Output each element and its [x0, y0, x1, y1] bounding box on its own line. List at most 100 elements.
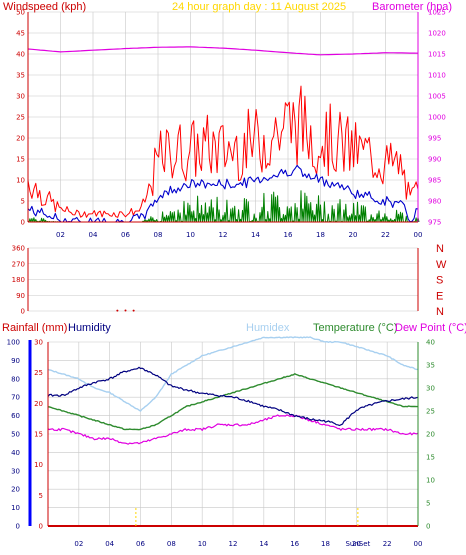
- rain-y-tick: 0: [39, 523, 43, 531]
- wind-y-tick: 50: [16, 9, 25, 17]
- baro-y-tick: 985: [428, 177, 441, 185]
- temp-x-tick: 20: [352, 540, 361, 548]
- wind-y-tick: 0: [21, 219, 25, 227]
- rain-y-tick: 30: [34, 339, 43, 347]
- wind-direction-point: [132, 309, 135, 312]
- temp-y-tick: 35: [426, 362, 435, 370]
- compass-label: E: [436, 290, 443, 302]
- temp-y-tick: 25: [426, 408, 435, 416]
- wind-x-tick: 08: [154, 231, 163, 239]
- temp-x-tick: 16: [290, 540, 299, 548]
- humidity-label: Humidity: [68, 322, 111, 334]
- humidity-y-tick: 10: [11, 504, 20, 512]
- sun-marker-label: SunSet: [345, 540, 370, 548]
- direction-panel-frame: [28, 244, 418, 312]
- temp-y-tick: 10: [426, 477, 435, 485]
- temp-x-tick: 10: [198, 540, 207, 548]
- wind-x-tick: 02: [56, 231, 65, 239]
- compass-label: W: [436, 259, 447, 271]
- compass-label: N: [436, 306, 444, 318]
- compass-label: N: [436, 243, 444, 255]
- axis-layer: 0510152025303540455097598098599099510001…: [7, 9, 447, 549]
- temp-x-tick: 06: [136, 540, 145, 548]
- dir-y-tick: 360: [12, 245, 25, 253]
- wind-x-tick: 00: [414, 231, 423, 239]
- wind-x-tick: 12: [219, 231, 228, 239]
- windspeed-label: Windspeed (kph): [3, 1, 86, 13]
- baro-y-tick: 1010: [428, 72, 446, 80]
- rain-y-tick: 5: [39, 492, 43, 500]
- dir-y-tick: 0: [21, 308, 25, 316]
- wind-direction-point: [124, 309, 127, 312]
- wind-y-tick: 5: [21, 198, 25, 206]
- humidity-y-tick: 30: [11, 467, 20, 475]
- humidity-y-tick: 90: [11, 357, 20, 365]
- baro-y-tick: 990: [428, 156, 441, 164]
- dir-y-tick: 270: [12, 260, 25, 268]
- wind-y-tick: 25: [16, 114, 25, 122]
- humidity-line: [47, 366, 419, 427]
- wind-y-tick: 40: [16, 51, 25, 59]
- baro-y-tick: 1020: [428, 30, 446, 38]
- dir-y-tick: 180: [12, 276, 25, 284]
- baro-y-tick: 1025: [428, 9, 446, 17]
- temp-x-tick: 08: [167, 540, 176, 548]
- baro-y-tick: 1005: [428, 93, 446, 101]
- baro-y-tick: 1000: [428, 114, 446, 122]
- baro-y-tick: 1015: [428, 51, 446, 59]
- wind-gust-line: [27, 85, 419, 218]
- wind-direction-point: [116, 309, 119, 312]
- rain-y-tick: 10: [34, 461, 43, 469]
- humidity-y-tick: 50: [11, 431, 20, 439]
- temp-x-tick: 04: [105, 540, 114, 548]
- baro-y-tick: 980: [428, 198, 441, 206]
- graph-title: 24 hour graph day : 11 August 2025: [172, 1, 346, 13]
- dewpoint-label: Dew Point (°C): [395, 322, 466, 334]
- wind-y-tick: 10: [16, 177, 25, 185]
- barometer-line: [27, 46, 419, 56]
- rain-y-tick: 25: [34, 369, 43, 377]
- barometer-label: Barometer (hpa): [372, 1, 452, 13]
- humidity-y-tick: 0: [16, 523, 20, 531]
- temp-x-tick: 22: [383, 540, 392, 548]
- wind-y-tick: 30: [16, 93, 25, 101]
- wind-x-tick: 22: [381, 231, 390, 239]
- humidity-y-tick: 70: [11, 394, 20, 402]
- dewpoint-line: [47, 414, 419, 445]
- temperature-label: Temperature (°C): [313, 322, 397, 334]
- humidex-label: Humidex: [246, 322, 290, 334]
- wind-x-tick: 10: [186, 231, 195, 239]
- humidity-y-tick: 80: [11, 375, 20, 383]
- wind-y-tick: 15: [16, 156, 25, 164]
- wind-y-tick: 20: [16, 135, 25, 143]
- wind-x-tick: 20: [349, 231, 358, 239]
- compass-label: S: [436, 275, 443, 287]
- rainfall-label: Rainfall (mm): [2, 322, 67, 334]
- wind-x-tick: 06: [121, 231, 130, 239]
- temp-y-tick: 0: [426, 523, 430, 531]
- rain-y-tick: 20: [34, 400, 43, 408]
- temp-y-tick: 20: [426, 431, 435, 439]
- humidity-y-tick: 60: [11, 412, 20, 420]
- wind-x-tick: 18: [316, 231, 325, 239]
- dir-y-tick: 90: [16, 292, 25, 300]
- temp-x-tick: 14: [259, 540, 268, 548]
- temp-y-tick: 15: [426, 454, 435, 462]
- baro-y-tick: 975: [428, 219, 441, 227]
- humidity-y-tick: 20: [11, 486, 20, 494]
- temp-y-tick: 30: [426, 385, 435, 393]
- rain-y-tick: 15: [34, 431, 43, 439]
- wind-x-tick: 14: [251, 231, 260, 239]
- temp-x-tick: 18: [321, 540, 330, 548]
- temp-y-tick: 5: [426, 500, 430, 508]
- humidity-y-tick: 100: [7, 339, 20, 347]
- temp-x-tick: 02: [74, 540, 83, 548]
- temperature-line: [47, 373, 418, 431]
- wind-x-tick: 04: [89, 231, 98, 239]
- temp-y-tick: 40: [426, 339, 435, 347]
- baro-y-tick: 995: [428, 135, 441, 143]
- humidex-line: [47, 336, 419, 412]
- temp-x-tick: 00: [414, 540, 423, 548]
